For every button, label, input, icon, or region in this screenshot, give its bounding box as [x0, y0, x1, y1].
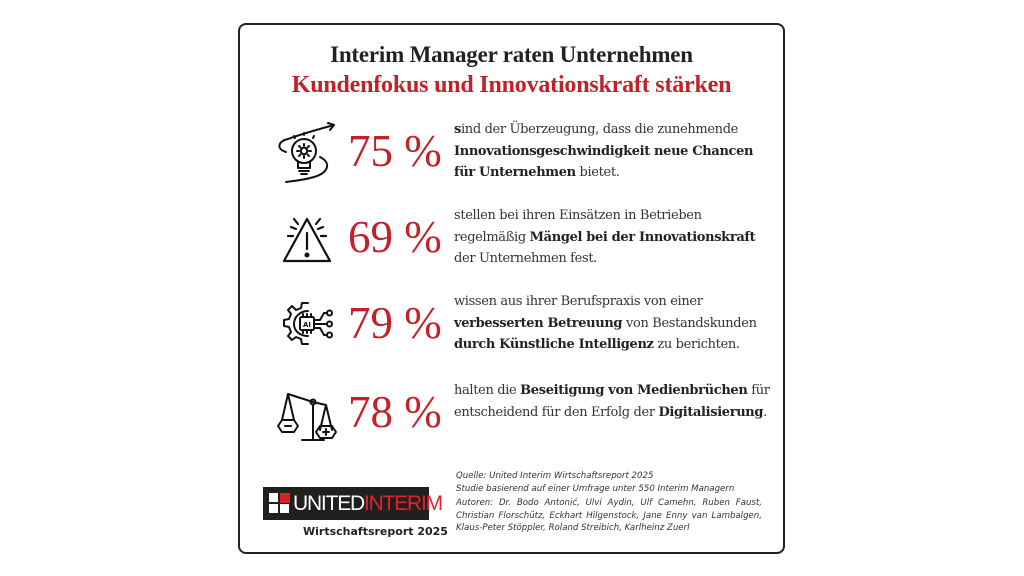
logo-squares-icon [269, 493, 290, 514]
stat-percent: 78 % [348, 387, 442, 437]
stat-description: halten die Beseitigung von Medienbrüchen… [454, 383, 770, 420]
stat-percent: 75 % [348, 126, 442, 176]
stat-item-innovation-deficits: 69 % stellen bei ihren Einsätzen in Betr… [240, 205, 783, 285]
ai-gear-icon: AI [274, 291, 340, 357]
stat-percent: 69 % [348, 212, 442, 262]
study-line: Studie basierend auf einer Umfrage unter… [456, 483, 735, 494]
infographic-subtitle: Kundenfokus und Innovationskraft stärken [291, 72, 732, 98]
logo-wordmark: UNITEDINTERIM [293, 492, 443, 515]
infographic-card: Interim Manager raten Unternehmen Kunden… [238, 23, 785, 554]
united-interim-logo: UNITEDINTERIM [263, 487, 443, 520]
infographic-title: Interim Manager raten Unternehmen [330, 42, 693, 67]
stat-description: wissen aus ihrer Berufspraxis von einer … [454, 294, 757, 352]
svg-text:AI: AI [303, 321, 311, 329]
stat-percent: 79 % [348, 298, 442, 348]
source-note: Quelle: United Interim Wirtschaftsreport… [456, 470, 762, 535]
lightbulb-gear-icon [274, 119, 340, 185]
stat-item-innovation-speed: 75 % sind der Überzeugung, dass die zune… [240, 119, 783, 199]
stat-description: stellen bei ihren Einsätzen in Betrieben… [454, 208, 756, 266]
report-tagline: Wirtschaftsreport 2025 [303, 525, 448, 538]
stat-item-media-disruptions: 78 % halten die Beseitigung von Medienbr… [240, 380, 783, 460]
source-line: Quelle: United Interim Wirtschaftsreport… [456, 471, 654, 481]
balance-scale-icon [274, 380, 340, 446]
stat-description: sind der Überzeugung, dass die zunehmend… [454, 122, 754, 180]
stat-item-ai-customer-care: AI 79 % wissen aus ihrer Berufspraxis vo… [240, 291, 783, 371]
authors-line: Autoren: Dr. Bodo Antonić, Ulvi Aydin, U… [456, 498, 762, 533]
warning-triangle-icon [274, 205, 340, 271]
